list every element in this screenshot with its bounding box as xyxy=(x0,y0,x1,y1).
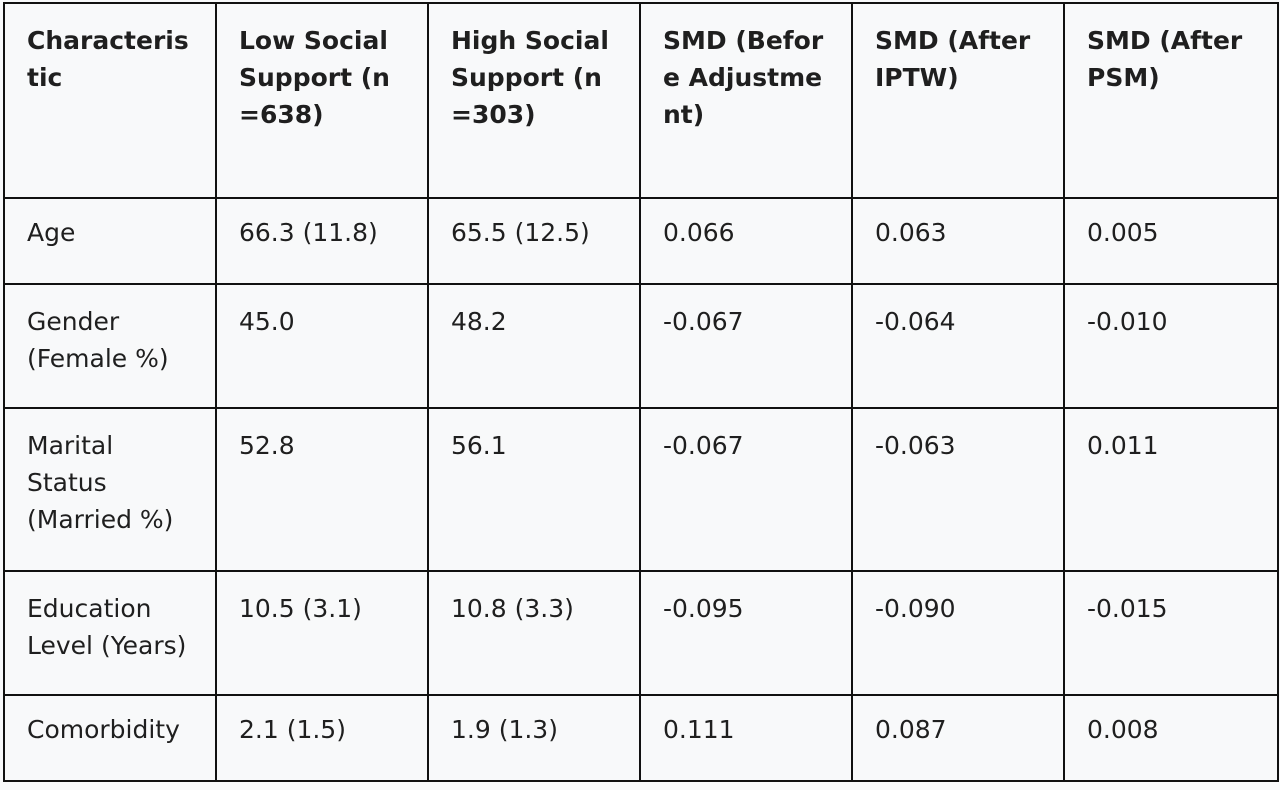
header-high-social-support: High Social Support (n=303) xyxy=(427,2,641,199)
cell-high-social-support: 10.8 (3.3) xyxy=(427,570,641,696)
cell-low-social-support: 2.1 (1.5) xyxy=(215,694,429,782)
cell-smd-before: -0.067 xyxy=(639,407,853,572)
cell-smd-iptw: 0.063 xyxy=(851,197,1065,285)
cell-smd-psm: 0.008 xyxy=(1063,694,1279,782)
header-smd-after-iptw: SMD (After IPTW) xyxy=(851,2,1065,199)
cell-smd-iptw: -0.064 xyxy=(851,283,1065,409)
cell-smd-before: 0.066 xyxy=(639,197,853,285)
header-characteristic: Characteristic xyxy=(3,2,217,199)
table-row: Comorbidity 2.1 (1.5) 1.9 (1.3) 0.111 0.… xyxy=(3,694,1279,782)
table-row: Gender (Female %) 45.0 48.2 -0.067 -0.06… xyxy=(3,283,1279,409)
header-smd-after-psm: SMD (After PSM) xyxy=(1063,2,1279,199)
cell-smd-psm: 0.005 xyxy=(1063,197,1279,285)
table-row: Education Level (Years) 10.5 (3.1) 10.8 … xyxy=(3,570,1279,696)
cell-low-social-support: 66.3 (11.8) xyxy=(215,197,429,285)
cell-characteristic: Age xyxy=(3,197,217,285)
cell-smd-iptw: 0.087 xyxy=(851,694,1065,782)
cell-low-social-support: 45.0 xyxy=(215,283,429,409)
cell-smd-before: -0.095 xyxy=(639,570,853,696)
cell-high-social-support: 56.1 xyxy=(427,407,641,572)
table-row: Marital Status (Married %) 52.8 56.1 -0.… xyxy=(3,407,1279,572)
cell-smd-iptw: -0.090 xyxy=(851,570,1065,696)
table-header-row: Characteristic Low Social Support (n=638… xyxy=(3,2,1279,199)
header-smd-before-adjustment: SMD (Before Adjustment) xyxy=(639,2,853,199)
cell-smd-before: -0.067 xyxy=(639,283,853,409)
cell-smd-before: 0.111 xyxy=(639,694,853,782)
cell-high-social-support: 48.2 xyxy=(427,283,641,409)
cell-high-social-support: 65.5 (12.5) xyxy=(427,197,641,285)
cell-low-social-support: 52.8 xyxy=(215,407,429,572)
cell-high-social-support: 1.9 (1.3) xyxy=(427,694,641,782)
cell-characteristic: Comorbidity xyxy=(3,694,217,782)
characteristics-table: Characteristic Low Social Support (n=638… xyxy=(3,2,1279,782)
cell-characteristic: Gender (Female %) xyxy=(3,283,217,409)
cell-smd-iptw: -0.063 xyxy=(851,407,1065,572)
cell-low-social-support: 10.5 (3.1) xyxy=(215,570,429,696)
data-table-container: Characteristic Low Social Support (n=638… xyxy=(3,2,1279,782)
header-low-social-support: Low Social Support (n=638) xyxy=(215,2,429,199)
cell-smd-psm: 0.011 xyxy=(1063,407,1279,572)
cell-characteristic: Marital Status (Married %) xyxy=(3,407,217,572)
cell-smd-psm: -0.010 xyxy=(1063,283,1279,409)
cell-smd-psm: -0.015 xyxy=(1063,570,1279,696)
table-row: Age 66.3 (11.8) 65.5 (12.5) 0.066 0.063 … xyxy=(3,197,1279,285)
cell-characteristic: Education Level (Years) xyxy=(3,570,217,696)
